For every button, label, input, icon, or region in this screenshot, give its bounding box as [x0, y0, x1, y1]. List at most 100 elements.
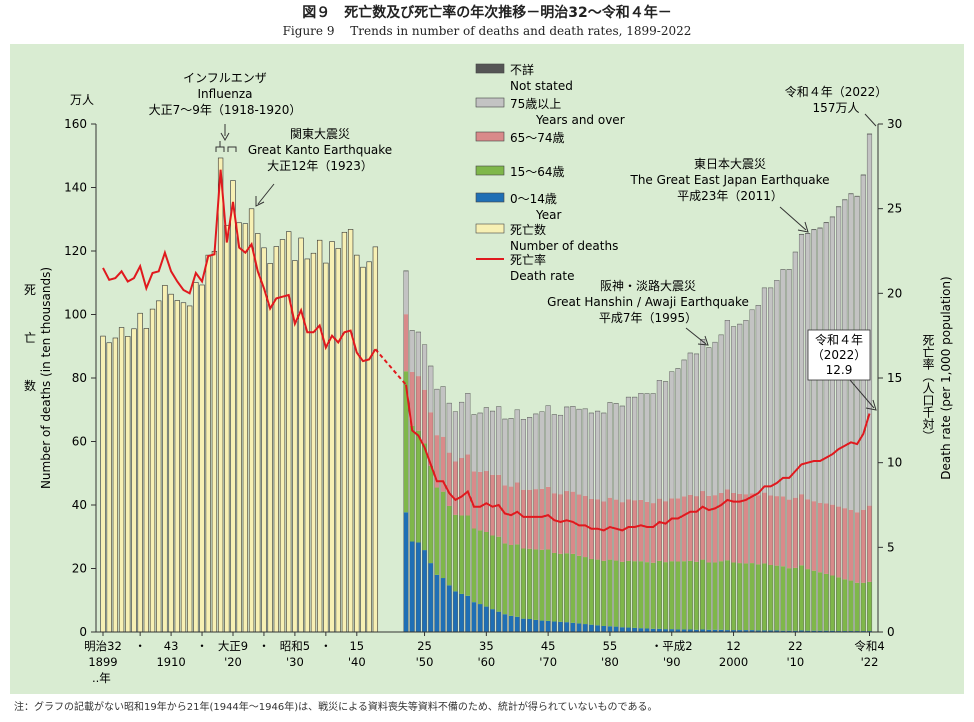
annotation-2022-deaths: 令和４年（2022）	[785, 84, 888, 99]
bar-a65_74-2002	[743, 494, 749, 564]
y-left-title: Number of deaths (in ten thousands)	[39, 267, 53, 489]
bar-a15_64-1980	[607, 559, 613, 627]
bar-a15_64-1967	[527, 548, 532, 619]
bar-a15_64-1954	[446, 505, 452, 586]
bar-a65_74-2001	[737, 493, 743, 564]
bar-a75-1972	[558, 415, 563, 495]
bar-a65_74-2008	[780, 496, 786, 567]
rate2022-arrow-line	[849, 379, 875, 409]
bar-a0_14-2015	[823, 630, 829, 632]
bar-a0_14-1985	[638, 628, 644, 632]
hanshin-arrow-line	[685, 327, 707, 345]
bar-deaths-1912	[180, 302, 187, 633]
bar-deaths-1927	[273, 246, 279, 633]
bar-a15_64-2002	[743, 563, 749, 631]
bar-a15_64-1969	[539, 549, 545, 621]
bar-a65_74-1967	[527, 489, 532, 549]
bar-a65_74-1956	[459, 458, 464, 516]
bar-a0_14-1976	[582, 624, 588, 632]
bar-deaths-1932	[304, 258, 310, 633]
bar-a65_74-2017	[836, 506, 841, 578]
bar-deaths-1942	[366, 261, 372, 633]
legend-label-en: Years and over	[535, 113, 625, 127]
bar-a15_64-1958	[471, 528, 477, 603]
bar-a65_74-2015	[823, 503, 829, 574]
x-tick-label-bottom: '90	[663, 655, 681, 669]
bar-a75-1977	[589, 413, 594, 499]
bar-deaths-1918	[217, 157, 224, 633]
bar-a75-2000	[731, 326, 736, 493]
bar-a15_64-1992	[681, 561, 687, 630]
bar-a65_74-1987	[650, 503, 656, 563]
figure-title: 図９ 死亡数及び死亡率の年次推移－明治32～令和４年－	[302, 5, 672, 21]
bar-a15_64-1974	[570, 553, 576, 623]
bar-a75-1960	[483, 407, 489, 472]
bar-a75-1985	[638, 393, 644, 500]
bar-a75-2005	[762, 288, 767, 493]
bar-deaths-1940	[354, 254, 360, 633]
y-right-tick-label: 30	[887, 117, 902, 131]
y-left-tick-label: 20	[72, 562, 87, 576]
bar-a0_14-1966	[521, 618, 526, 632]
x-tick-label-bottom: 1899	[88, 655, 117, 669]
bar-a15_64-2019	[848, 580, 854, 632]
bar-a15_64-2009	[786, 568, 792, 631]
bar-a15_64-1950	[422, 443, 427, 551]
x-tick-label-top: 35	[479, 639, 494, 653]
bar-a65_74-1990	[669, 498, 675, 562]
bar-a15_64-2018	[842, 579, 848, 632]
bar-deaths-1914	[193, 282, 199, 633]
bar-ns-2021	[860, 174, 866, 176]
annotation-hanshin: 阪神・淡路大震災	[600, 278, 696, 293]
bar-deaths-1909	[162, 284, 168, 633]
bar-a0_14-1968	[533, 619, 539, 632]
y-left-unit: 万人	[70, 93, 94, 107]
bar-deaths-1915	[199, 284, 205, 633]
bar-a0_14-1952	[434, 574, 440, 632]
bar-a75-1981	[613, 403, 619, 500]
x-tick-label-bottom: '30	[286, 655, 304, 669]
legend: 不詳 Not stated 75歳以上 Years and over 65～74歳 15～…	[475, 62, 625, 283]
bar-a75-1971	[551, 414, 557, 494]
bar-a75-1992	[681, 360, 687, 497]
x-tick-label-bottom: '22	[861, 655, 879, 669]
bar-a65_74-2013	[811, 501, 817, 571]
bar-a75-1989	[663, 381, 668, 502]
bar-a75-1993	[687, 353, 693, 495]
bar-a65_74-2014	[817, 502, 823, 573]
bar-a0_14-1986	[644, 628, 650, 632]
bar-deaths-1931	[298, 237, 304, 633]
bar-a15_64-1953	[440, 491, 446, 579]
annotation-2022-rate: （2022）	[812, 348, 867, 362]
x-tick-label-top: 明治32	[84, 639, 122, 653]
bar-a15_64-2007	[774, 565, 780, 631]
bar-a15_64-1985	[638, 561, 644, 629]
bar-a0_14-2005	[762, 630, 767, 632]
bar-ns-2013	[811, 229, 817, 231]
bar-a65_74-1966	[521, 489, 526, 549]
bar-a65_74-2012	[805, 499, 811, 570]
bar-a65_74-2009	[786, 499, 792, 569]
bar-a65_74-1953	[440, 436, 446, 492]
bar-a15_64-1963	[502, 543, 508, 615]
bar-a75-1990	[669, 371, 675, 499]
bar-deaths-1917	[211, 251, 218, 633]
bar-deaths-1943	[372, 246, 379, 633]
bar-a0_14-2009	[786, 630, 792, 632]
bar-a65_74-1950	[422, 389, 427, 444]
bar-a0_14-1992	[681, 629, 687, 632]
bar-a65_74-1983	[626, 499, 631, 561]
bar-a0_14-1988	[657, 628, 662, 632]
bar-a65_74-1947	[403, 314, 409, 372]
bar-a15_64-1956	[459, 515, 464, 594]
kanto-arrow-line	[257, 183, 275, 205]
bar-deaths-1905	[137, 312, 143, 633]
bar-a0_14-2008	[780, 630, 786, 632]
bar-a0_14-1948	[409, 541, 415, 632]
bar-a65_74-1969	[539, 488, 545, 550]
bar-a65_74-2019	[848, 509, 854, 581]
bar-a0_14-1951	[428, 563, 434, 632]
bar-a65_74-1959	[477, 471, 483, 531]
bar-a15_64-1973	[564, 553, 570, 623]
x-tick-label-bottom: 2000	[719, 655, 748, 669]
